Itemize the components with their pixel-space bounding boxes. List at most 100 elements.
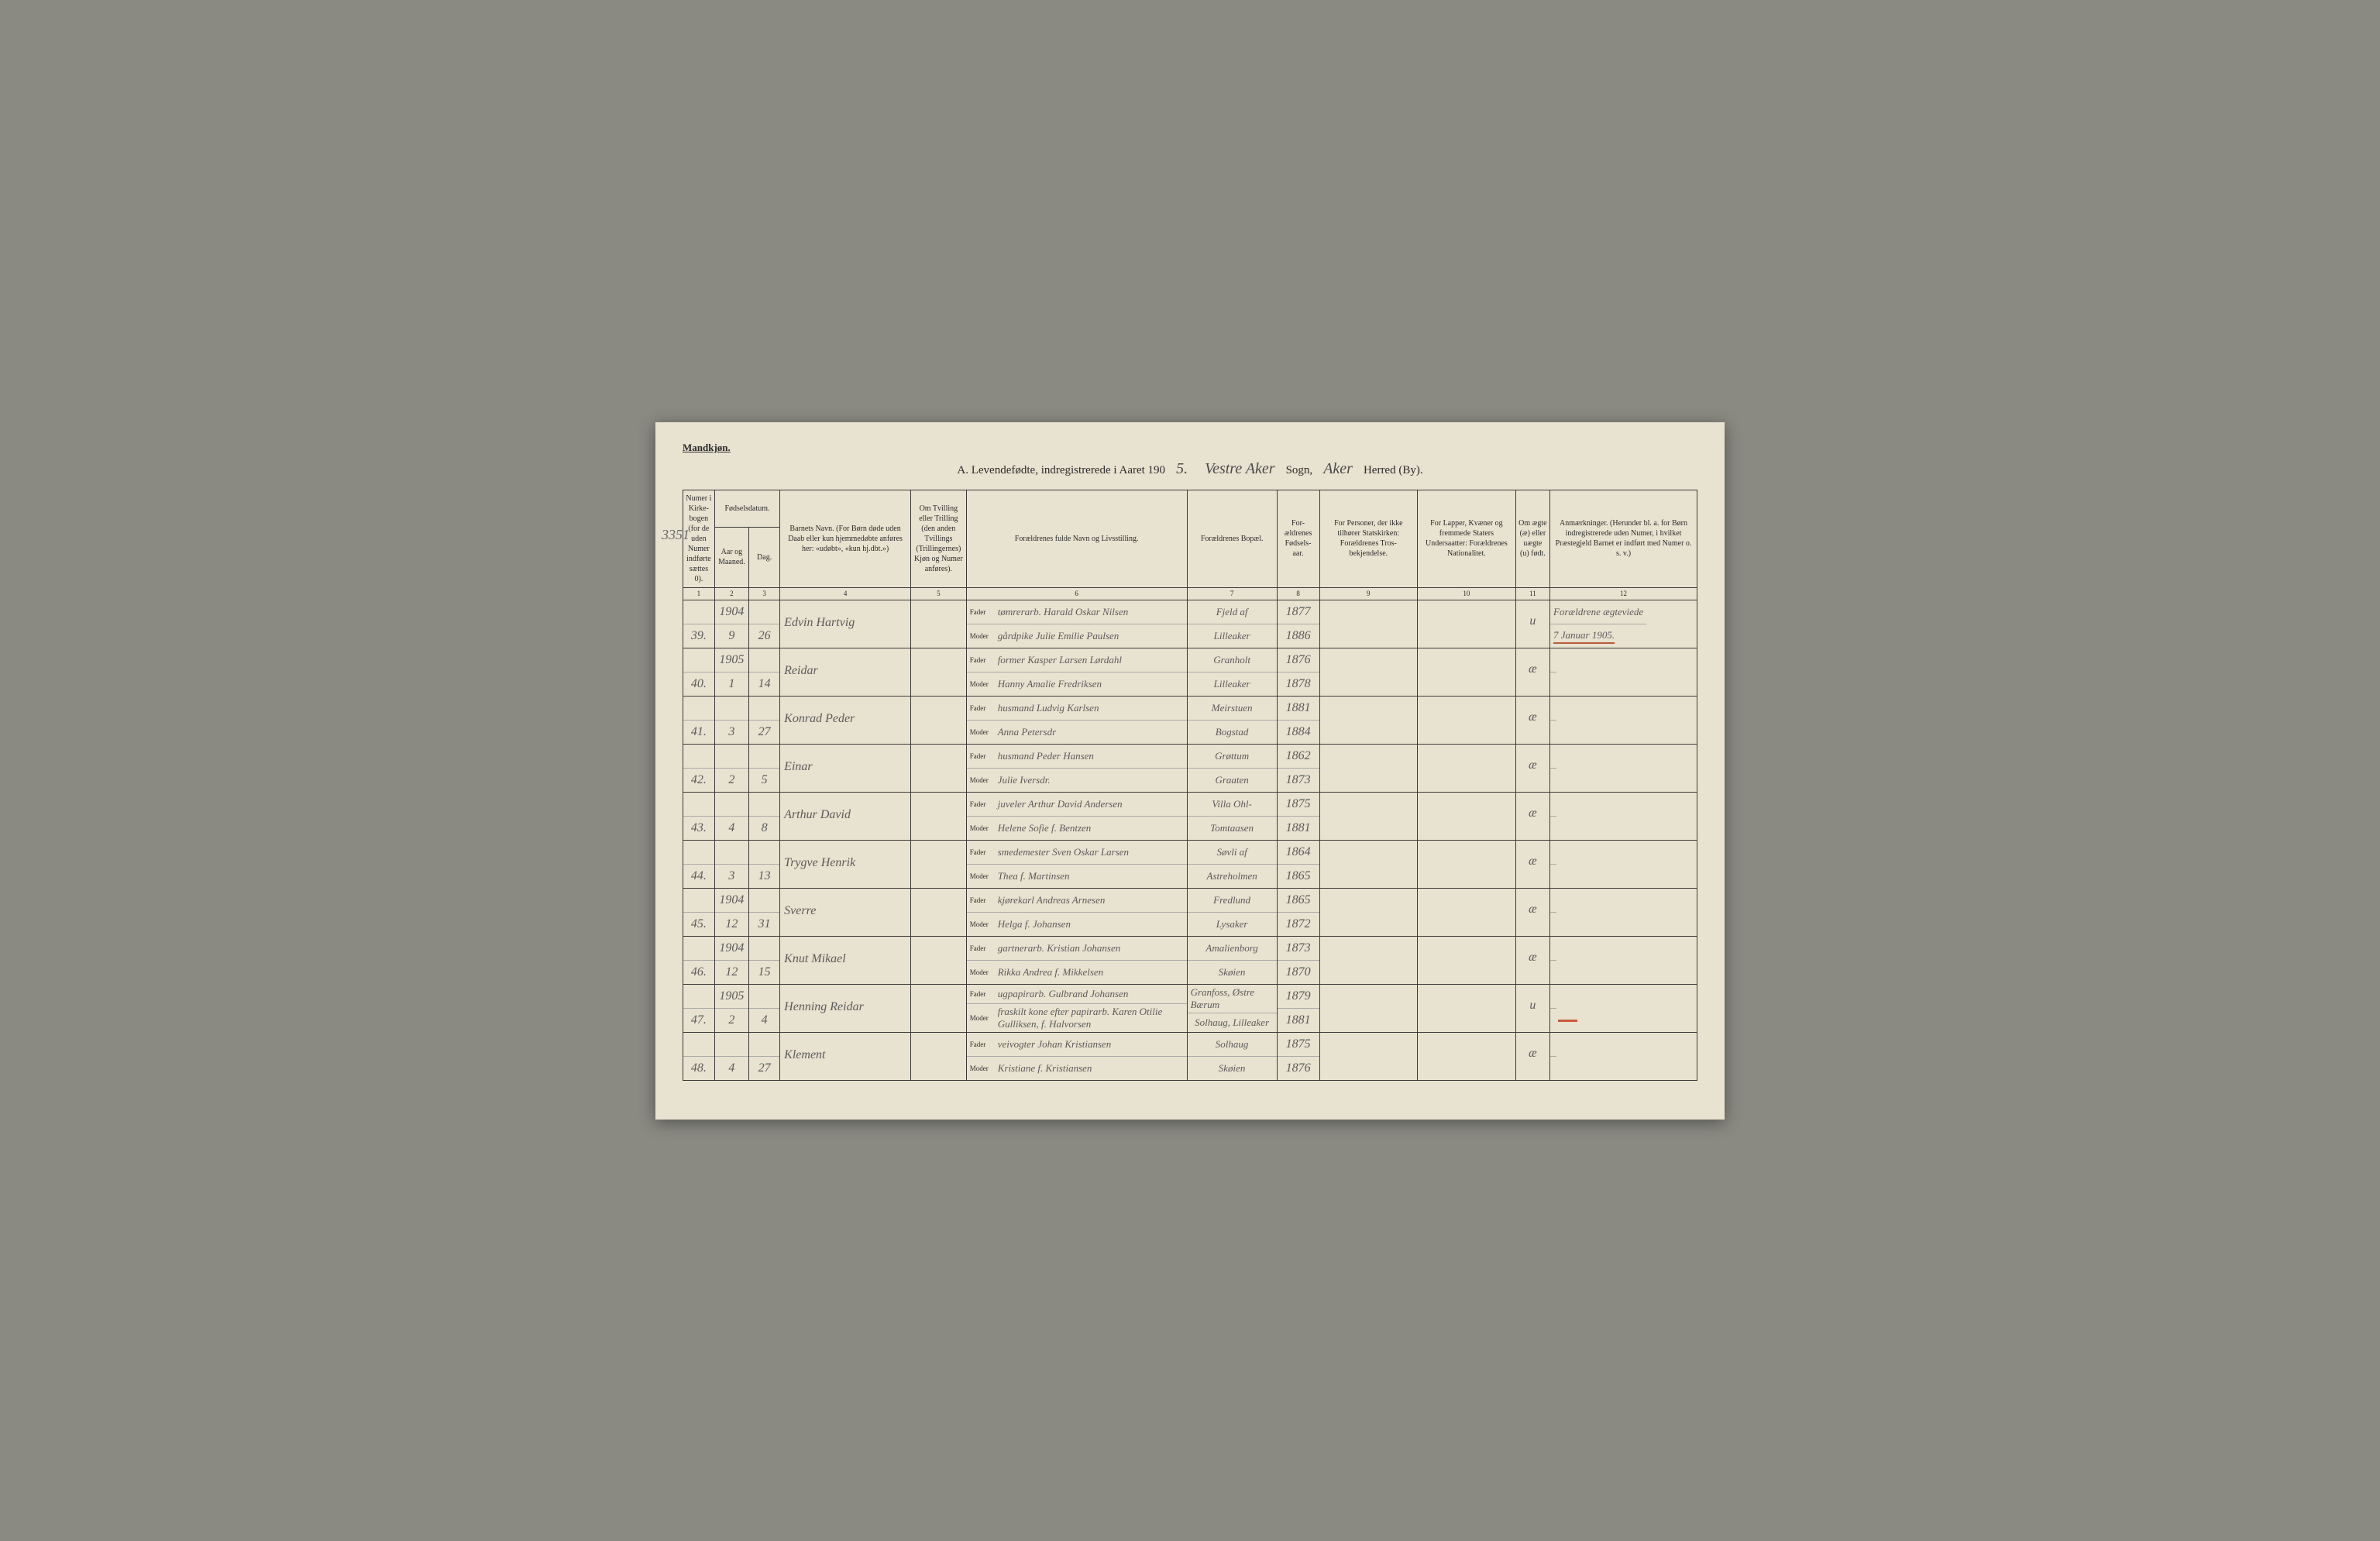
- cell-day: 13: [749, 841, 780, 889]
- cell-day: 8: [749, 793, 780, 841]
- header-religion: For Personer, der ikke tilhører Statskir…: [1319, 490, 1418, 587]
- cell-year-month: 19052: [714, 985, 748, 1033]
- cell-remarks: [1550, 889, 1697, 937]
- cell-religion: [1319, 985, 1418, 1033]
- page-title: A. Levendefødte, indregistrerede i Aaret…: [683, 460, 1697, 478]
- cell-num: 42.: [683, 745, 715, 793]
- title-sogn-hand: Vestre Aker: [1199, 460, 1281, 478]
- cell-twin: [910, 889, 966, 937]
- cell-birthyear: 18751876: [1277, 1033, 1319, 1081]
- cell-parents: Fadersmedemester Sven Oskar Larsen Moder…: [966, 841, 1187, 889]
- cell-year-month: 19049: [714, 600, 748, 648]
- cell-parents: Faderhusmand Peder Hansen ModerJulie Ive…: [966, 745, 1187, 793]
- cell-name: Arthur David: [780, 793, 911, 841]
- header-year-month: Aar og Maaned.: [714, 528, 748, 587]
- header-twin: Om Tvilling eller Trilling (den anden Tv…: [910, 490, 966, 587]
- cell-residence: Søvli afAstreholmen: [1187, 841, 1277, 889]
- cell-legitimacy: æ: [1515, 648, 1549, 697]
- cell-birthyear: 18641865: [1277, 841, 1319, 889]
- cell-religion: [1319, 889, 1418, 937]
- cell-name: Henning Reidar: [780, 985, 911, 1033]
- colnum: 8: [1277, 587, 1319, 600]
- header-nationality: For Lapper, Kvæner og fremmede Staters U…: [1418, 490, 1516, 587]
- cell-year-month: 3: [714, 697, 748, 745]
- title-sogn-label: Sogn,: [1286, 464, 1313, 477]
- cell-num: 47.: [683, 985, 715, 1033]
- cell-nationality: [1418, 1033, 1516, 1081]
- table-row: 45. 190412 31 Sverre Faderkjørekarl Andr…: [683, 889, 1697, 937]
- cell-nationality: [1418, 697, 1516, 745]
- cell-twin: [910, 600, 966, 648]
- cell-num: 43.: [683, 793, 715, 841]
- title-herred-label: Herred (By).: [1364, 464, 1423, 477]
- cell-parents: Fadergartnerarb. Kristian Johansen Moder…: [966, 937, 1187, 985]
- cell-year-month: 190412: [714, 937, 748, 985]
- table-row: 43. 4 8 Arthur David Faderjuveler Arthur…: [683, 793, 1697, 841]
- table-row: 40. 19051 14 Reidar Faderformer Kasper L…: [683, 648, 1697, 697]
- cell-nationality: [1418, 648, 1516, 697]
- cell-remarks: [1550, 937, 1697, 985]
- cell-residence: AmalienborgSkøien: [1187, 937, 1277, 985]
- cell-year-month: 3: [714, 841, 748, 889]
- cell-religion: [1319, 841, 1418, 889]
- cell-residence: FredlundLysaker: [1187, 889, 1277, 937]
- title-herred-hand: Aker: [1317, 460, 1359, 478]
- cell-religion: [1319, 745, 1418, 793]
- cell-legitimacy: u: [1515, 600, 1549, 648]
- header-residence: Forældrenes Bopæl.: [1187, 490, 1277, 587]
- cell-remarks: [1550, 841, 1697, 889]
- cell-remarks: Forældrene ægteviede7 Januar 1905.: [1550, 600, 1697, 648]
- cell-year-month: 4: [714, 1033, 748, 1081]
- cell-nationality: [1418, 600, 1516, 648]
- cell-twin: [910, 985, 966, 1033]
- colnum: 12: [1550, 587, 1697, 600]
- cell-num: 40.: [683, 648, 715, 697]
- cell-twin: [910, 697, 966, 745]
- cell-twin: [910, 1033, 966, 1081]
- cell-parents: Fadertømrerarb. Harald Oskar Nilsen Mode…: [966, 600, 1187, 648]
- cell-num: 41.: [683, 697, 715, 745]
- header-day: Dag.: [749, 528, 780, 587]
- cell-religion: [1319, 1033, 1418, 1081]
- title-year-hand: 5.: [1170, 460, 1194, 478]
- colnum: 4: [780, 587, 911, 600]
- cell-num: 45.: [683, 889, 715, 937]
- gender-label: Mandkjøn.: [683, 442, 1697, 454]
- cell-parents: Faderveivogter Johan Kristiansen ModerKr…: [966, 1033, 1187, 1081]
- colnum: 6: [966, 587, 1187, 600]
- cell-num: 46.: [683, 937, 715, 985]
- cell-legitimacy: æ: [1515, 697, 1549, 745]
- cell-nationality: [1418, 937, 1516, 985]
- cell-remarks: [1550, 697, 1697, 745]
- cell-name: Sverre: [780, 889, 911, 937]
- cell-day: 5: [749, 745, 780, 793]
- cell-parents: Faderkjørekarl Andreas Arnesen ModerHelg…: [966, 889, 1187, 937]
- cell-birthyear: 18731870: [1277, 937, 1319, 985]
- cell-parents: Faderformer Kasper Larsen Lørdahl ModerH…: [966, 648, 1187, 697]
- cell-year-month: 190412: [714, 889, 748, 937]
- colnum: 2: [714, 587, 748, 600]
- cell-parents: Faderhusmand Ludvig Karlsen ModerAnna Pe…: [966, 697, 1187, 745]
- table-row: 39. 19049 26 Edvin Hartvig Fadertømrerar…: [683, 600, 1697, 648]
- cell-birthyear: 18771886: [1277, 600, 1319, 648]
- table-row: 47. 19052 4 Henning Reidar Faderugpapira…: [683, 985, 1697, 1033]
- table-row: 41. 3 27 Konrad Peder Faderhusmand Ludvi…: [683, 697, 1697, 745]
- table-row: 44. 3 13 Trygve Henrik Fadersmedemester …: [683, 841, 1697, 889]
- cell-birthyear: 18791881: [1277, 985, 1319, 1033]
- table-row: 46. 190412 15 Knut Mikael Fadergartnerar…: [683, 937, 1697, 985]
- margin-number: 3351: [662, 527, 690, 543]
- cell-name: Edvin Hartvig: [780, 600, 911, 648]
- cell-legitimacy: u: [1515, 985, 1549, 1033]
- colnum: 9: [1319, 587, 1418, 600]
- colnum: 1: [683, 587, 715, 600]
- colnum: 10: [1418, 587, 1516, 600]
- register-table: Numer i Kirke-bogen (for de uden Numer i…: [683, 490, 1697, 1082]
- cell-day: 4: [749, 985, 780, 1033]
- cell-nationality: [1418, 841, 1516, 889]
- cell-day: 27: [749, 697, 780, 745]
- cell-legitimacy: æ: [1515, 793, 1549, 841]
- cell-name: Einar: [780, 745, 911, 793]
- cell-name: Trygve Henrik: [780, 841, 911, 889]
- cell-name: Reidar: [780, 648, 911, 697]
- header-date-group: Fødselsdatum.: [714, 490, 779, 528]
